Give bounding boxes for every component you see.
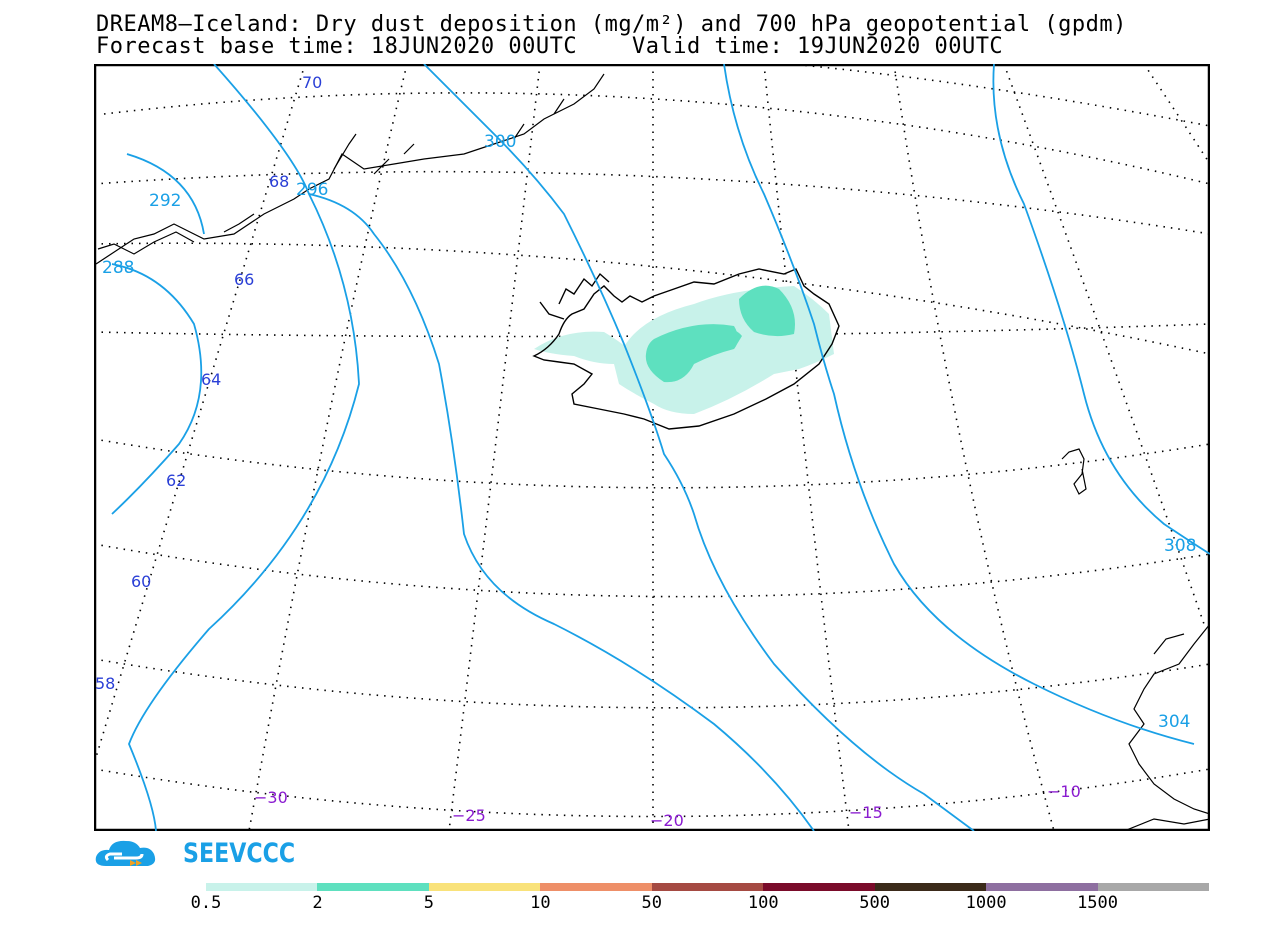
cloud-icon xyxy=(95,840,156,866)
colorbar-segment xyxy=(874,883,987,891)
colorbar-label: 10 xyxy=(530,893,551,913)
parallel-line xyxy=(94,438,1210,489)
contour-label: 300 xyxy=(484,132,516,152)
contour-label: 292 xyxy=(149,191,181,211)
meridian-line xyxy=(1003,64,1205,625)
map-border xyxy=(94,64,1210,831)
faroe-islands xyxy=(1061,448,1087,495)
latitude-label: 64 xyxy=(201,370,221,389)
colorbar-segment xyxy=(540,883,652,891)
colorbar-label: 500 xyxy=(859,893,891,913)
map: 292 288 296 300 304 308 70 68 66 64 62 6… xyxy=(94,64,1210,831)
latitude-label: 68 xyxy=(269,172,289,191)
geopotential-contours xyxy=(111,64,1210,831)
greenland-coastline xyxy=(95,73,605,265)
dust-medium-area xyxy=(739,285,795,337)
norway-coastline xyxy=(1123,818,1210,831)
contour-label: 288 xyxy=(102,258,134,278)
colorbar-label: 5 xyxy=(423,893,434,913)
contour-label: 304 xyxy=(1158,712,1190,732)
longitude-label: −15 xyxy=(849,803,883,822)
colorbar-segment xyxy=(651,883,764,891)
colorbar-label: 0.5 xyxy=(190,893,222,913)
colorbar-segment xyxy=(206,883,318,891)
latitude-label: 60 xyxy=(131,572,151,591)
longitude-label: −25 xyxy=(452,806,486,825)
dust-light-area xyxy=(534,331,634,364)
colorbar-segment xyxy=(986,883,1098,891)
parallel-line xyxy=(94,658,1210,709)
contour-line-292 xyxy=(128,64,360,831)
contour-line-300 xyxy=(423,64,975,831)
dust-medium-area xyxy=(714,328,742,349)
chart-subtitle: Forecast base time: 18JUN2020 00UTC Vali… xyxy=(96,34,1004,59)
norway-coastline xyxy=(1128,623,1210,815)
latitude-label: 66 xyxy=(234,270,254,289)
chart-title: DREAM8–Iceland: Dry dust deposition (mg/… xyxy=(96,12,1127,37)
contour-label: 308 xyxy=(1164,536,1196,556)
colorbar-segment xyxy=(763,883,875,891)
colorbar-label: 50 xyxy=(641,893,663,913)
longitude-label: −20 xyxy=(650,811,684,830)
colorbar xyxy=(206,883,1209,891)
logo-text: SEEVCCC xyxy=(183,838,296,869)
longitude-label: −10 xyxy=(1047,782,1081,801)
latitude-label: 58 xyxy=(95,674,115,693)
colorbar-segment xyxy=(1097,883,1209,891)
colorbar-label: 1000 xyxy=(965,893,1007,913)
colorbar-label: 1500 xyxy=(1077,893,1119,913)
latitude-label: 70 xyxy=(302,73,322,92)
contour-line-308 xyxy=(992,64,1210,555)
graticule xyxy=(94,64,1210,831)
contour-line-304 xyxy=(723,64,1195,745)
meridian-line xyxy=(893,64,1055,831)
contour-line-292-upper xyxy=(126,153,205,235)
colorbar-segment xyxy=(428,883,541,891)
contour-line-288 xyxy=(111,263,203,515)
colorbar-label: 2 xyxy=(312,893,323,913)
contour-label: 296 xyxy=(296,180,328,200)
iceland-dust xyxy=(534,285,834,414)
contour-line-296 xyxy=(308,193,815,831)
latitude-label: 62 xyxy=(166,471,186,490)
longitude-label: −30 xyxy=(254,788,288,807)
colorbar-segment xyxy=(317,883,429,891)
iceland-coastline xyxy=(532,268,840,430)
colorbar-label: 100 xyxy=(747,893,779,913)
parallel-line xyxy=(94,768,1210,818)
